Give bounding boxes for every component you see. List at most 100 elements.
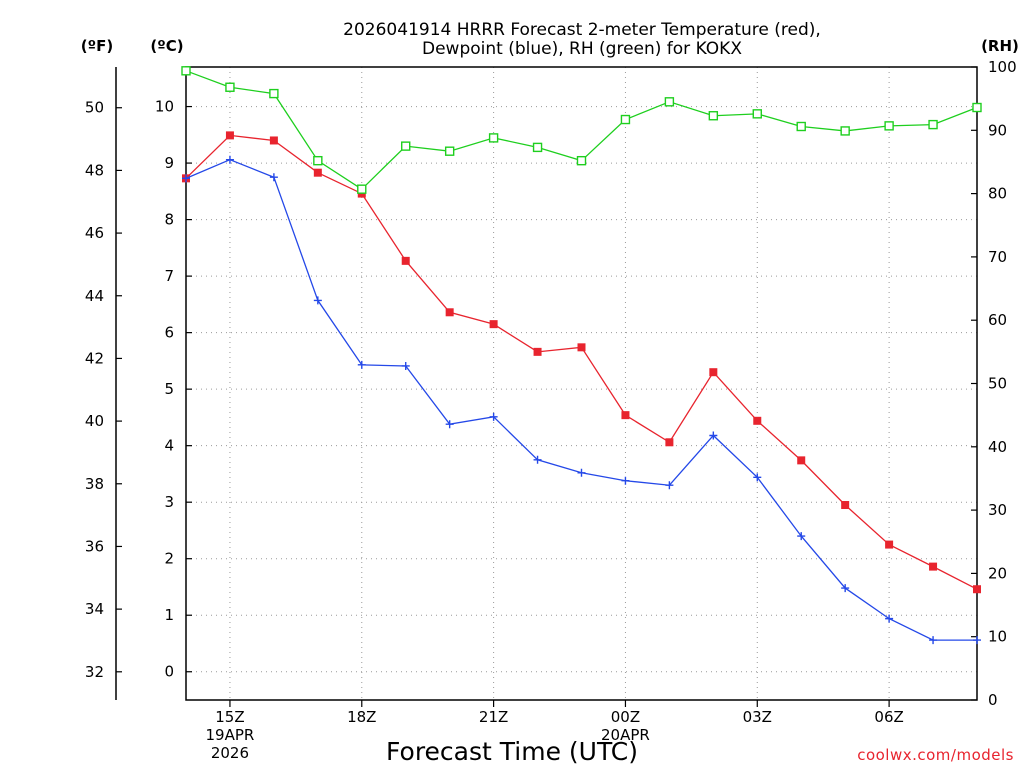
dewpoint-point	[445, 420, 454, 429]
f-tick-label: 40	[85, 412, 104, 430]
rh-tick-label: 20	[988, 564, 1007, 582]
rh-tick-label: 10	[988, 628, 1007, 646]
rh-tick-label: 50	[988, 375, 1007, 393]
f-tick-label: 46	[85, 224, 104, 242]
x-tick-label: 03Z	[743, 708, 772, 726]
right-axis-rh-label: (RH)	[981, 37, 1019, 55]
c-tick-label: 4	[164, 437, 174, 455]
2-meter-temperature-point	[313, 168, 322, 177]
f-tick-label: 44	[85, 287, 104, 305]
x-tick-label: 19APR	[206, 726, 255, 744]
dewpoint-point	[665, 481, 674, 490]
dewpoint-point	[225, 155, 234, 164]
dewpoint-point	[533, 455, 542, 464]
rh-point	[752, 109, 762, 119]
rh-point	[664, 97, 675, 107]
2-meter-temperature-point	[621, 411, 630, 420]
left-axis-c-label: (ºC)	[150, 37, 183, 55]
rh-tick-label: 0	[988, 691, 998, 709]
2-meter-temperature-point	[577, 343, 586, 352]
x-tick-label: 06Z	[874, 708, 903, 726]
dewpoint-point	[621, 476, 630, 485]
rh-point	[796, 121, 806, 132]
rh-point	[181, 66, 191, 76]
rh-point	[488, 133, 499, 143]
dewpoint-line	[185, 158, 977, 641]
f-tick-label: 32	[85, 663, 104, 681]
2-meter-temperature-point	[445, 308, 454, 317]
rh-tick-label: 30	[988, 501, 1007, 519]
dewpoint-point	[401, 361, 410, 370]
credit-text: coolwx.com/models	[857, 746, 1014, 764]
2-meter-temperature-point	[533, 347, 542, 356]
dewpoint-point	[269, 173, 278, 182]
dewpoint-point	[489, 412, 498, 421]
rh-point	[225, 82, 235, 92]
x-tick-label: 18Z	[347, 708, 376, 726]
rh-point	[840, 126, 850, 136]
dewpoint-point	[577, 468, 586, 477]
rh-line	[185, 70, 978, 190]
rh-point	[401, 141, 411, 151]
series-layer	[181, 66, 982, 645]
dewpoint-point	[885, 614, 894, 623]
f-tick-label: 48	[85, 161, 104, 179]
x-tick-label: 00Z	[611, 708, 640, 726]
rh-point	[620, 114, 631, 125]
x-tick-label: 15Z	[215, 708, 244, 726]
2-meter-temperature-line	[185, 134, 978, 590]
c-tick-label: 8	[164, 211, 174, 229]
c-tick-label: 2	[164, 550, 174, 568]
dewpoint-point	[841, 584, 850, 593]
c-tick-label: 9	[164, 154, 174, 172]
f-tick-label: 42	[85, 349, 104, 367]
rh-tick-label: 100	[988, 58, 1017, 76]
rh-tick-label: 80	[988, 185, 1007, 203]
rh-point	[313, 155, 323, 166]
2-meter-temperature-point	[489, 320, 498, 329]
rh-point	[928, 119, 938, 130]
f-tick-label: 34	[85, 600, 104, 618]
c-tick-label: 6	[164, 324, 174, 342]
dewpoint-point	[182, 174, 190, 183]
x-tick-label: 20APR	[601, 726, 650, 744]
rh-point	[357, 184, 367, 194]
rh-tick-label: 90	[988, 121, 1007, 139]
2-meter-temperature-point	[929, 562, 938, 571]
x-tick-label: 2026	[211, 744, 249, 762]
chart-title-line-2: Dewpoint (blue), RH (green) for KOKX	[422, 39, 742, 59]
x-tick-label: 21Z	[479, 708, 508, 726]
c-tick-label: 0	[164, 663, 174, 681]
rh-point	[444, 146, 455, 156]
left-axis-f-label: (ºF)	[81, 37, 113, 55]
dewpoint-point	[929, 636, 938, 645]
c-tick-label: 10	[155, 98, 174, 116]
dewpoint-point	[313, 296, 322, 305]
2-meter-temperature-point	[401, 256, 410, 265]
rh-point	[576, 155, 587, 166]
dewpoint-point	[357, 360, 366, 369]
rh-point	[884, 121, 894, 131]
rh-point	[972, 102, 982, 113]
axes: 3234363840424446485001234567891001020304…	[85, 58, 1017, 762]
c-tick-label: 5	[164, 380, 174, 398]
2-meter-temperature-point	[225, 131, 234, 140]
rh-tick-label: 70	[988, 248, 1007, 266]
chart-title-line-1: 2026041914 HRRR Forecast 2-meter Tempera…	[343, 20, 821, 40]
2-meter-temperature-point	[885, 540, 894, 549]
dewpoint-point	[797, 532, 806, 541]
dewpoint-point	[753, 473, 762, 482]
2-meter-temperature-point	[797, 456, 806, 465]
rh-point	[269, 88, 279, 99]
dewpoint-point	[709, 431, 718, 440]
2-meter-temperature-point	[269, 136, 278, 145]
c-tick-label: 1	[164, 606, 174, 624]
rh-point	[708, 111, 719, 121]
f-tick-label: 50	[85, 99, 104, 117]
c-tick-label: 7	[164, 267, 174, 285]
rh-point	[532, 142, 543, 153]
dewpoint-point	[973, 636, 981, 645]
rh-tick-label: 40	[988, 438, 1007, 456]
2-meter-temperature-point	[841, 501, 850, 510]
